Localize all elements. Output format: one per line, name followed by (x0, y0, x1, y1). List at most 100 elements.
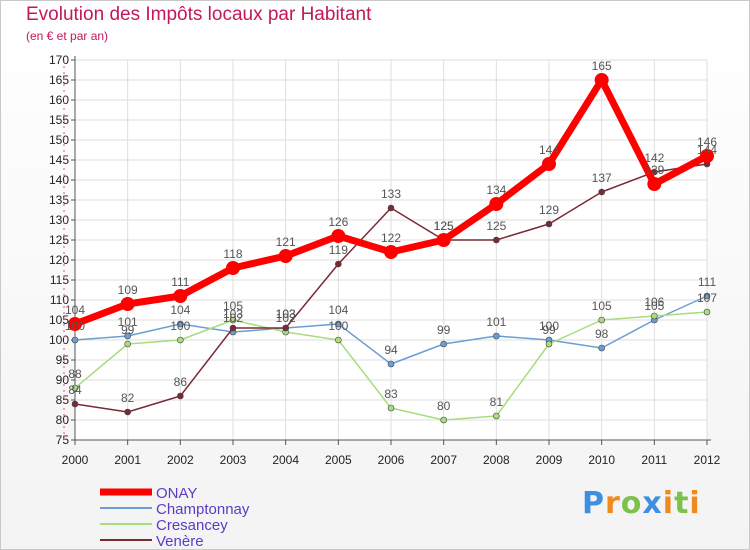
data-label: 102 (223, 311, 243, 325)
data-labels: 1041091111181211261221251341441651391461… (65, 59, 717, 413)
data-point (542, 157, 556, 171)
logo-letter: t (674, 486, 690, 521)
data-label: 104 (328, 303, 348, 317)
data-point (436, 233, 451, 247)
data-label: 144 (697, 143, 717, 157)
data-label: 133 (381, 187, 401, 201)
data-label: 103 (276, 307, 296, 321)
data-point (226, 261, 240, 275)
data-label: 118 (223, 247, 242, 261)
data-label: 109 (118, 283, 138, 297)
x-tick-label: 2005 (325, 453, 352, 467)
data-point (387, 404, 395, 412)
logo-letter: i (662, 486, 675, 521)
y-tick-label: 120 (49, 253, 69, 267)
series-layer (68, 73, 714, 424)
data-point (598, 344, 605, 352)
logo-letter: r (605, 486, 621, 521)
data-label: 139 (644, 163, 664, 177)
data-point (229, 324, 237, 332)
data-point (278, 249, 293, 263)
data-point (387, 204, 395, 212)
data-point (124, 408, 131, 416)
data-label: 82 (121, 391, 135, 405)
data-label: 165 (592, 59, 612, 73)
data-label: 104 (65, 303, 85, 317)
data-label: 86 (174, 375, 188, 389)
x-tick-label: 2010 (588, 453, 615, 467)
data-label: 103 (223, 307, 243, 321)
data-point (384, 245, 398, 259)
y-tick-label: 115 (50, 273, 69, 287)
y-tick-label: 160 (49, 93, 69, 107)
data-label: 144 (539, 143, 559, 157)
data-label: 126 (328, 215, 348, 229)
legend-label-onay: ONAY (156, 485, 197, 502)
data-label: 83 (384, 387, 398, 401)
data-label: 88 (68, 367, 82, 381)
data-label: 121 (276, 235, 296, 249)
x-tick-label: 2001 (114, 453, 141, 467)
y-tick-label: 125 (49, 233, 69, 247)
data-point (71, 400, 79, 408)
y-tick-label: 80 (56, 413, 70, 427)
y-tick-label: 95 (56, 353, 70, 367)
data-point (120, 297, 135, 311)
data-label: 125 (434, 219, 454, 233)
y-tick-label: 100 (49, 333, 69, 347)
data-label: 80 (437, 399, 451, 413)
data-label: 102 (276, 311, 296, 325)
y-tick-label: 140 (49, 173, 69, 187)
y-tick-label: 110 (50, 293, 69, 307)
data-label: 98 (595, 327, 609, 341)
data-label: 100 (170, 319, 190, 333)
data-point (335, 320, 342, 328)
data-label: 99 (437, 323, 451, 337)
data-label: 99 (121, 323, 135, 337)
y-tick-label: 90 (56, 373, 70, 387)
x-tick-label: 2012 (694, 453, 721, 467)
legend-label-venère: Venère (156, 533, 204, 550)
data-label: 134 (486, 183, 506, 197)
data-point (124, 340, 131, 348)
data-label: 101 (486, 315, 506, 329)
data-label: 100 (539, 319, 559, 333)
chart-title: Evolution des Impôts locaux par Habitant (26, 4, 372, 25)
data-label: 106 (644, 295, 664, 309)
data-label: 119 (329, 243, 348, 257)
x-tick-label: 2002 (167, 453, 194, 467)
data-label: 142 (644, 151, 664, 165)
data-point (173, 289, 188, 303)
data-label: 107 (697, 291, 717, 305)
x-tick-label: 2004 (272, 453, 299, 467)
x-tick-label: 2008 (483, 453, 510, 467)
data-label: 94 (384, 343, 398, 357)
data-point (387, 360, 395, 368)
data-point (700, 149, 714, 163)
data-point (598, 188, 605, 196)
data-label: 84 (68, 383, 82, 397)
data-point (651, 312, 658, 320)
data-point (493, 236, 500, 244)
data-point (703, 292, 711, 300)
y-tick-label: 145 (49, 153, 69, 167)
data-point (177, 336, 184, 344)
data-point (282, 324, 289, 332)
data-label: 105 (644, 299, 664, 313)
logo-letter: x (642, 486, 663, 521)
data-point (124, 332, 131, 340)
data-point (489, 197, 504, 211)
data-label: 101 (118, 315, 138, 329)
y-tick-label: 170 (49, 53, 69, 67)
data-label: 100 (328, 319, 348, 333)
data-point (703, 308, 711, 316)
data-point (177, 392, 184, 400)
data-point (71, 336, 79, 344)
data-point (68, 317, 82, 331)
data-point (440, 416, 447, 424)
y-tick-label: 130 (49, 213, 69, 227)
data-point (545, 220, 553, 228)
data-label: 99 (542, 323, 556, 337)
y-tick-label: 155 (49, 113, 69, 127)
proxiti-logo: Proxiti (582, 486, 701, 521)
